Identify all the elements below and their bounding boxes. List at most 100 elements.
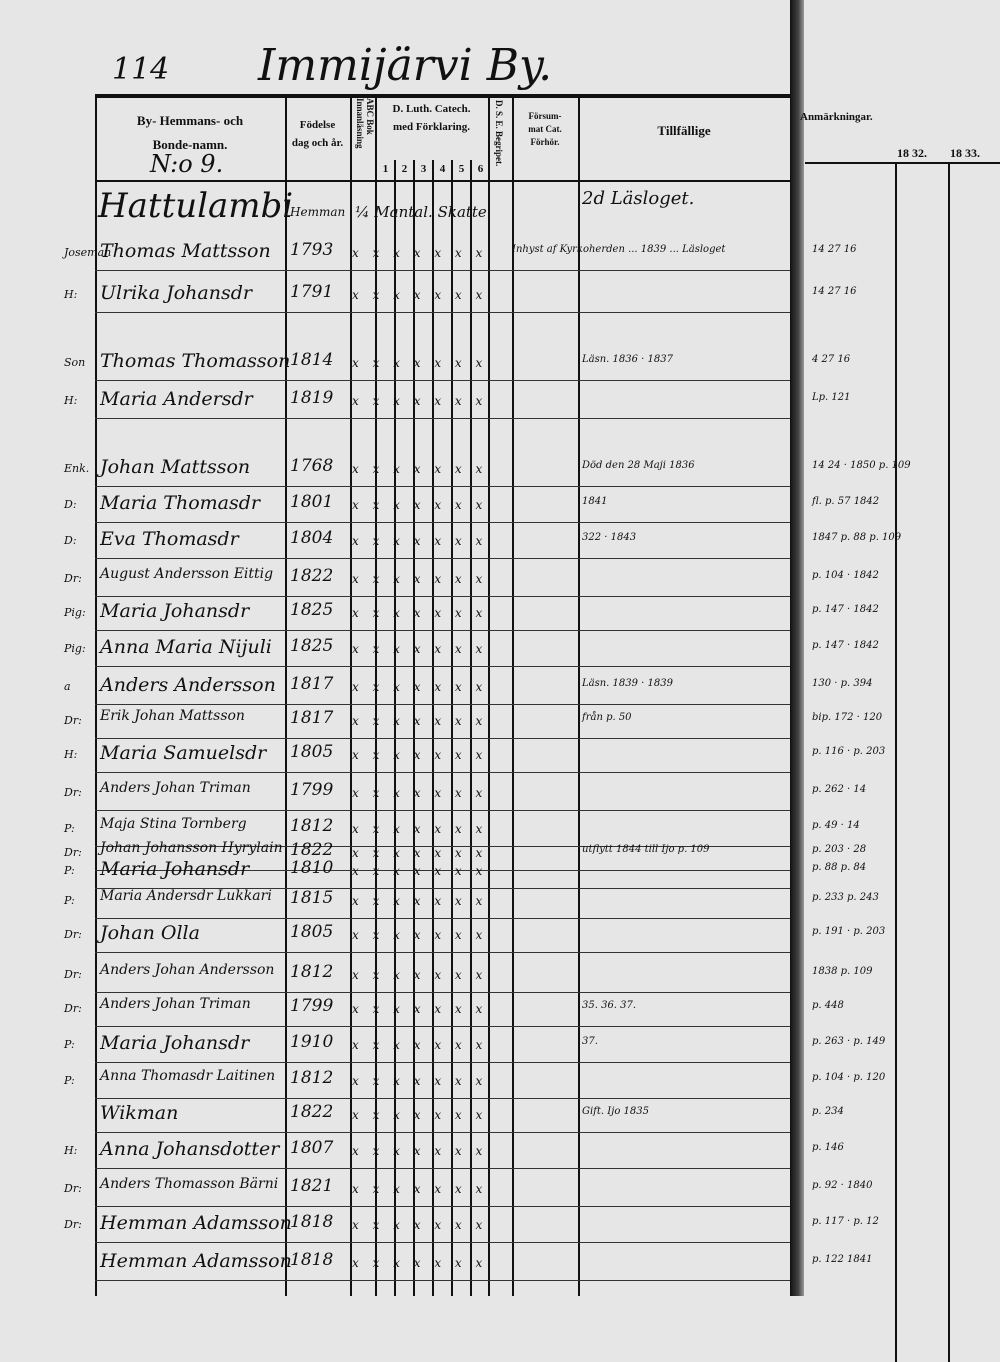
person-role: Dr: [64,786,82,799]
header-bottom-rule [95,180,790,182]
row-rule [95,918,790,919]
person-name: Thomas Mattsson [100,240,271,262]
right-header-rule [805,162,1000,164]
anmarkning-note: p. 448 [812,1000,844,1011]
birth-year: 1807 [290,1138,334,1158]
person-name: Anna Thomasdr Laitinen [100,1068,276,1084]
birth-year: 1825 [290,600,334,620]
anmarkning-note: p. 92 · 1840 [812,1180,873,1191]
birth-year: 1799 [290,996,334,1016]
person-name: Anna Johansdotter [100,1138,280,1160]
tillfallige-note: Läsn. 1836 · 1837 [582,354,673,365]
person-name: Johan Johansson Hyrylain [100,840,283,856]
person-name: Anders Johan Andersson [100,962,275,978]
anmarkning-note: p. 88 p. 84 [812,862,867,873]
column-rule [432,160,434,1296]
person-role: H: [64,394,78,407]
person-name: Maria Johansdr [100,600,250,622]
examination-marks: x x x x x x x [352,498,488,512]
name-header-line1: By- Hemmans- och [136,113,244,128]
person-name: Anders Johan Triman [100,996,251,1012]
examination-marks: x x x x x x x [352,642,488,656]
birth-year: 1814 [290,350,334,370]
person-name: Anders Andersson [100,674,276,696]
row-rule [95,270,790,271]
column-rule [413,160,415,1296]
birth-header-line2: dag och år. [291,137,344,149]
birth-year: 1812 [290,962,334,982]
anmarkning-note: 1847 p. 88 p. 109 [812,532,902,543]
person-role: Pig: [64,642,86,655]
anmarkning-note: 4 27 16 [812,354,851,365]
person-role: P: [64,864,75,877]
anmarkning-note: p. 233 p. 243 [812,892,879,903]
row-rule [95,666,790,667]
tillfallige-note: Gift. Ijo 1835 [582,1106,649,1117]
person-role: Son [64,356,86,369]
anmarkning-note: p. 147 · 1842 [812,640,879,651]
person-name: Maria Andersdr Lukkari [100,888,272,904]
column-rule [578,96,580,1296]
row-rule [95,888,790,889]
person-role: Joseman [64,246,112,259]
birth-year: 1812 [290,816,334,836]
tillfallige-note: Död den 28 Maji 1836 [582,460,695,471]
examination-marks: x x x x x x x [352,606,488,620]
row-rule [95,1280,790,1281]
forsum-column-header: Försum- mat Cat. Förhör. [512,110,578,149]
catech-number: 3 [420,163,427,175]
person-name: Maria Andersdr [100,388,253,410]
examination-marks: x x x x x x x [352,1108,488,1122]
farm-loget: 2d Läsloget. [582,188,695,209]
anmarkning-note: p. 146 [812,1142,844,1153]
farm-name: Hattulambi [98,186,294,226]
person-role: Dr: [64,928,82,941]
row-rule [95,1168,790,1169]
column-rule [895,162,897,1362]
person-role: D: [64,498,77,511]
anmarkning-note: 14 27 16 [812,286,857,297]
anmarkning-note: p. 49 · 14 [812,820,860,831]
examination-marks: x x x x x x x [352,1002,488,1016]
anmarkning-note: 14 27 16 [812,244,857,255]
anmarkning-note: Lp. 121 [812,392,851,403]
examination-marks: x x x x x x x [352,1218,488,1232]
examination-marks: x x x x x x x [352,864,488,878]
tillfallige-note: från p. 50 [582,712,632,723]
page-number: 114 [112,52,170,87]
catech-header-line1: D. Luth. Catech. [392,103,471,115]
person-role: Dr: [64,968,82,981]
birth-year: 1822 [290,1102,334,1122]
person-role: P: [64,1074,75,1087]
examination-marks: x x x x x x x [352,894,488,908]
examination-marks: x x x x x x x [352,462,488,476]
row-rule [95,418,790,419]
anmarkning-note: fl. p. 57 1842 [812,496,880,507]
column-rule [451,160,453,1296]
tillfallige-note: 37. [582,1036,598,1047]
birth-year: 1804 [290,528,334,548]
forsum-line1: Försum- [528,111,562,121]
row-rule [95,558,790,559]
examination-marks: x x x x x x x [352,1182,488,1196]
person-name: Erik Johan Mattsson [100,708,245,724]
examination-marks: x x x x x x x [352,928,488,942]
row-rule [95,870,790,871]
anmarkningar-header: Anmärkningar. [800,111,873,123]
row-rule [95,380,790,381]
examination-marks: x x x x x x x [352,1144,488,1158]
person-role: Dr: [64,714,82,727]
anmarkning-note: p. 191 · p. 203 [812,926,886,937]
person-role: Dr: [64,572,82,585]
tillfallige-note: 1841 [582,496,608,507]
anmarkning-note: p. 117 · p. 12 [812,1216,879,1227]
examination-marks: x x x x x x x [352,846,488,860]
tillfallige-note: Läsn. 1839 · 1839 [582,678,673,689]
year-1833: 18 33. [950,146,980,160]
catech-column-header: D. Luth. Catech. med Förklaring. [375,100,488,136]
row-rule [95,704,790,705]
birth-year: 1810 [290,858,334,878]
person-role: Dr: [64,1182,82,1195]
person-name: Anna Maria Nijuli [100,636,272,658]
anmarkning-note: 1838 p. 109 [812,966,873,977]
